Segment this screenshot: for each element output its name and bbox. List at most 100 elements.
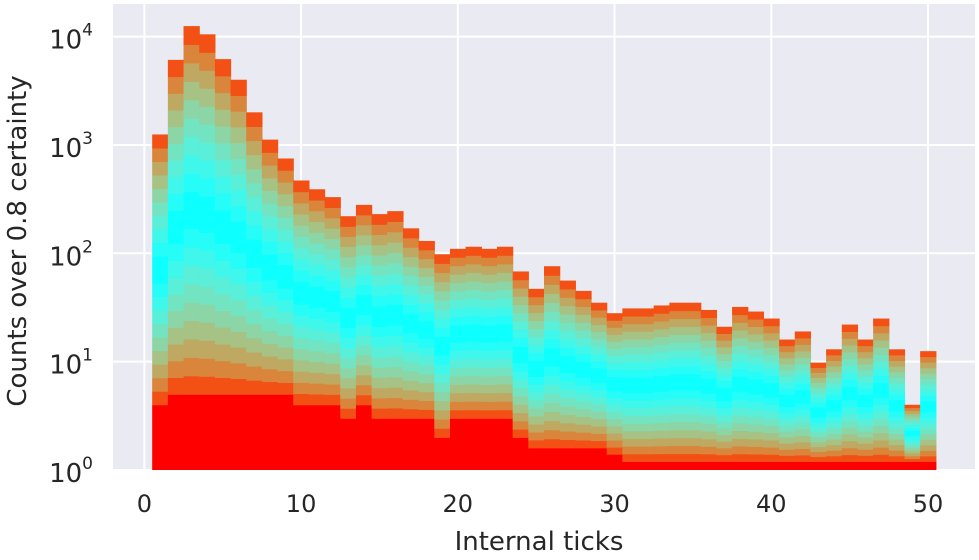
bar-segment — [810, 426, 827, 433]
bar-segment — [293, 292, 310, 305]
bar-segment — [214, 176, 232, 194]
bar-segment — [747, 371, 765, 380]
bar-segment — [512, 371, 529, 380]
bar-segment — [591, 353, 608, 362]
bar-segment — [591, 331, 608, 340]
bar-segment — [230, 142, 247, 159]
bar-segment — [152, 202, 169, 217]
bar-segment — [214, 109, 232, 127]
bar-segment — [779, 339, 796, 347]
histogram-bar — [591, 302, 608, 470]
bar-segment — [873, 361, 890, 370]
bar-segment — [183, 62, 200, 82]
bar-segment — [888, 410, 906, 418]
bar-segment — [653, 328, 670, 338]
bar-segment — [873, 454, 890, 462]
bar-segment — [685, 413, 702, 423]
bar-segment — [183, 302, 200, 322]
bar-segment — [575, 369, 592, 378]
bar-segment — [324, 321, 341, 333]
bar-segment — [371, 224, 388, 236]
bar-segment — [481, 401, 498, 411]
bar-segment — [810, 382, 827, 388]
bar-segment — [199, 124, 216, 143]
bar-segment — [575, 330, 592, 339]
bar-segment — [449, 401, 467, 411]
bar-segment — [512, 362, 529, 372]
bar-segment — [512, 412, 529, 422]
bar-segment — [246, 253, 263, 268]
x-axis-label: Internal ticks — [455, 527, 624, 557]
bar-segment — [418, 409, 435, 419]
x-tick-label: 30 — [599, 490, 630, 518]
bar-segment — [606, 320, 623, 328]
bar-segment — [340, 266, 357, 278]
bar-segment — [685, 437, 702, 447]
bar-segment — [779, 357, 796, 365]
bar-segment — [841, 338, 859, 346]
bar-segment — [481, 291, 498, 301]
bar-segment — [779, 406, 796, 414]
bar-segment — [873, 354, 890, 362]
bar-segment — [826, 461, 843, 470]
bar-segment — [214, 243, 232, 261]
bar-segment — [826, 360, 843, 367]
bar-segment — [575, 392, 592, 402]
bar-segment — [308, 264, 326, 276]
bar-segment — [559, 439, 576, 449]
histogram-bar — [465, 246, 482, 470]
bar-segment — [246, 394, 263, 470]
bar-segment — [293, 393, 310, 406]
bar-segment — [794, 422, 812, 430]
bar-segment — [214, 293, 232, 311]
bar-segment — [685, 334, 702, 343]
bar-segment — [261, 266, 279, 281]
bar-segment — [763, 325, 780, 334]
bar-segment — [559, 339, 576, 349]
bar-segment — [528, 344, 545, 353]
bar-segment — [779, 370, 796, 377]
bar-segment — [512, 312, 529, 322]
bar-segment — [293, 191, 310, 204]
bar-segment — [857, 424, 874, 432]
bar-segment — [261, 279, 279, 293]
bar-segment — [418, 365, 435, 375]
bar-segment — [371, 336, 388, 348]
bar-segment — [340, 418, 357, 470]
bar-segment — [183, 357, 200, 377]
bar-segment — [418, 258, 435, 269]
bar-segment — [653, 321, 670, 330]
bar-segment — [152, 350, 169, 365]
bar-segment — [418, 311, 435, 322]
bar-segment — [387, 407, 404, 419]
bar-segment — [732, 453, 749, 462]
bar-segment — [810, 421, 827, 428]
bar-segment — [214, 360, 232, 379]
bar-segment — [152, 337, 169, 352]
bar-segment — [340, 317, 357, 328]
histogram-bar — [669, 302, 686, 470]
bar-segment — [418, 418, 435, 470]
bar-segment — [261, 343, 279, 357]
bar-segment — [512, 379, 529, 389]
bar-segment — [920, 362, 937, 369]
bar-segment — [434, 318, 451, 329]
bar-segment — [214, 226, 232, 244]
bar-segment — [638, 323, 655, 332]
bar-segment — [528, 447, 545, 470]
bar-segment — [606, 397, 623, 406]
bar-segment — [653, 336, 670, 345]
bar-segment — [826, 399, 843, 406]
bar-segment — [449, 299, 467, 309]
bar-segment — [700, 431, 717, 440]
bar-segment — [528, 336, 545, 346]
bar-segment — [794, 409, 812, 417]
bar-segment — [653, 406, 670, 416]
bar-segment — [167, 176, 185, 195]
bar-segment — [700, 400, 717, 409]
bar-segment — [591, 346, 608, 355]
bar-segment — [230, 205, 247, 222]
bar-segment — [669, 302, 686, 312]
bar-segment — [559, 431, 576, 441]
bar-segment — [888, 382, 906, 390]
